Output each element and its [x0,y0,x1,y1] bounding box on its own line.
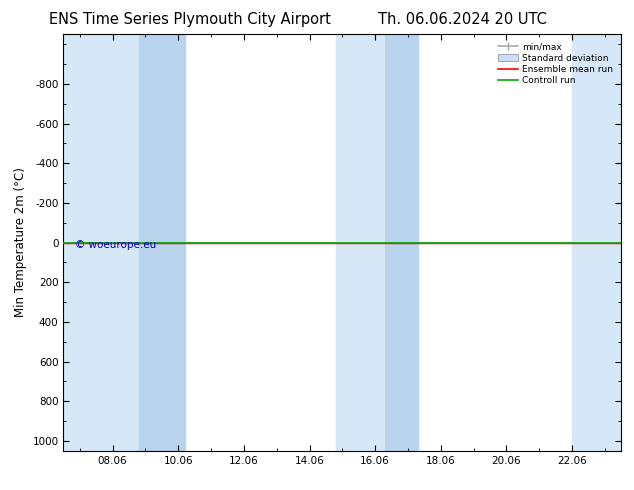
Bar [63,34,139,451]
Bar [385,34,418,451]
Bar [139,34,185,451]
Bar [336,34,385,451]
Text: ENS Time Series Plymouth City Airport: ENS Time Series Plymouth City Airport [49,12,331,27]
Y-axis label: Min Temperature 2m (°C): Min Temperature 2m (°C) [14,168,27,318]
Legend: min/max, Standard deviation, Ensemble mean run, Controll run: min/max, Standard deviation, Ensemble me… [495,39,617,89]
Text: © woeurope.eu: © woeurope.eu [75,241,156,250]
Bar [572,34,621,451]
Text: Th. 06.06.2024 20 UTC: Th. 06.06.2024 20 UTC [378,12,547,27]
